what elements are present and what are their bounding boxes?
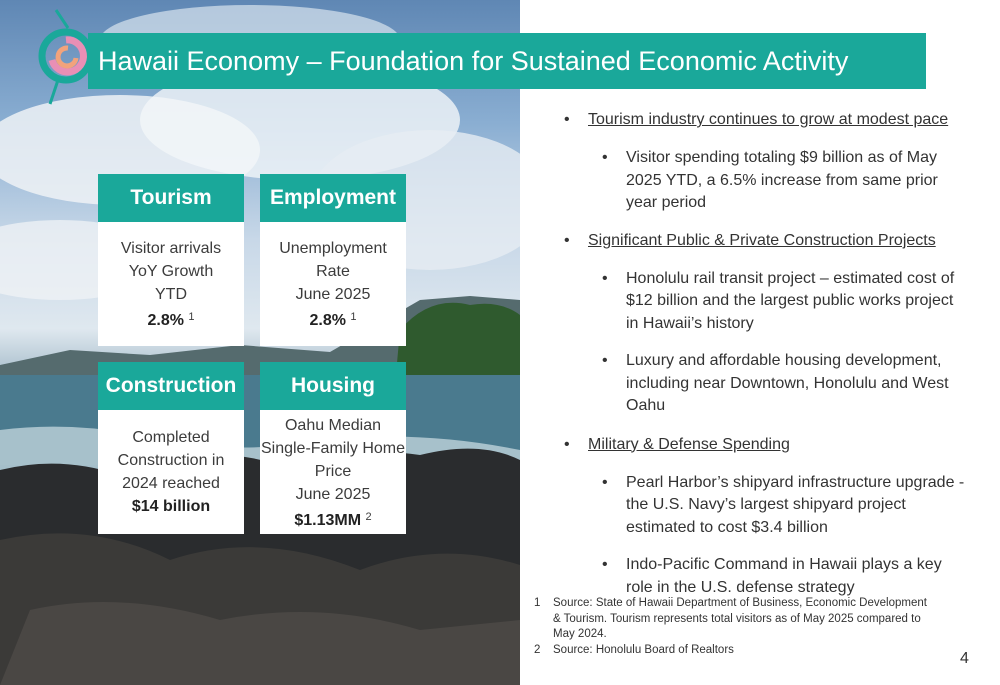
footnote: 2 Source: Honolulu Board of Realtors [534, 643, 934, 659]
card-line: June 2025 [295, 286, 371, 303]
card-line: Oahu Median [284, 417, 382, 434]
sub-bullet-item: • Visitor spending totaling $9 billion as… [602, 149, 938, 211]
footnote-number: 2 [534, 643, 541, 656]
card-construction: Construction Completed Construction in 2… [98, 362, 244, 534]
card-line: June 2025 [295, 486, 371, 503]
bullet-item: • Military & Defense Spending [564, 435, 790, 453]
page-title: Hawaii Economy – Foundation for Sustaine… [98, 46, 849, 76]
bullet-list: • Tourism industry continues to grow at m… [560, 108, 965, 599]
footnote-text: Source: Honolulu Board of Realtors [553, 643, 734, 656]
card-header: Employment [260, 174, 406, 222]
sub-bullet-text: Luxury and affordable housing developmen… [626, 352, 949, 414]
card-employment: Employment Unemployment Rate June 2025 2… [260, 174, 406, 346]
sub-bullet-item: • Pearl Harbor’s shipyard infrastructure … [602, 473, 965, 536]
card-line: 2024 reached [122, 475, 220, 492]
footnote-ref: 1 [350, 311, 357, 323]
sub-bullet-item: • Honolulu rail transit project – estimat… [602, 269, 955, 332]
swirl-logo-icon [38, 9, 94, 105]
sub-bullet-item: • Indo-Pacific Command in Hawaii plays a … [602, 556, 942, 596]
card-line: Completed [132, 429, 210, 446]
footnote-ref: 1 [188, 311, 195, 323]
bullet-heading: Tourism industry continues to grow at mo… [588, 111, 949, 128]
title-banner: Hawaii Economy – Foundation for Sustaine… [88, 33, 926, 89]
card-line: Unemployment [279, 240, 387, 257]
card-value: $14 billion [131, 498, 211, 515]
sub-bullet-text: Pearl Harbor’s shipyard infrastructure u… [626, 473, 965, 536]
footnote: 1 Source: State of Hawaii Department of B… [534, 596, 934, 643]
card-line: YoY Growth [128, 263, 214, 280]
card-housing: Housing Oahu Median Single-Family Home P… [260, 362, 406, 534]
card-line: Single-Family Home [260, 440, 406, 457]
card-line: YTD [155, 286, 187, 303]
footnote-text: Source: State of Hawaii Department of Bu… [553, 597, 927, 640]
card-header: Housing [260, 362, 406, 410]
card-value: 2.8% [147, 312, 184, 329]
card-header: Tourism [98, 174, 244, 222]
card-tourism: Tourism Visitor arrivals YoY Growth YTD … [98, 174, 244, 346]
bullet-item: • Significant Public & Private Constructi… [564, 231, 936, 249]
card-line: Price [314, 463, 352, 480]
card-header: Construction [98, 362, 244, 410]
sub-bullet-text: Indo-Pacific Command in Hawaii plays a k… [626, 556, 942, 596]
footnote-ref: 2 [365, 511, 372, 523]
sub-bullet-text: Visitor spending totaling $9 billion as … [626, 149, 938, 211]
bullet-item: • Tourism industry continues to grow at m… [564, 111, 949, 128]
footnotes: 1 Source: State of Hawaii Department of B… [534, 596, 934, 658]
card-line: Rate [316, 263, 350, 280]
card-value: $1.13MM [294, 512, 362, 529]
page-number: 4 [960, 650, 969, 667]
card-value: 2.8% [309, 312, 346, 329]
bullet-heading: Significant Public & Private Constructio… [588, 231, 936, 249]
card-line: Visitor arrivals [120, 240, 222, 257]
bullet-heading: Military & Defense Spending [588, 435, 790, 453]
sub-bullet-text: Honolulu rail transit project – estimate… [626, 269, 955, 332]
footnote-number: 1 [534, 597, 541, 609]
card-line: Construction in [117, 452, 225, 469]
sub-bullet-item: • Luxury and affordable housing developme… [602, 352, 949, 414]
